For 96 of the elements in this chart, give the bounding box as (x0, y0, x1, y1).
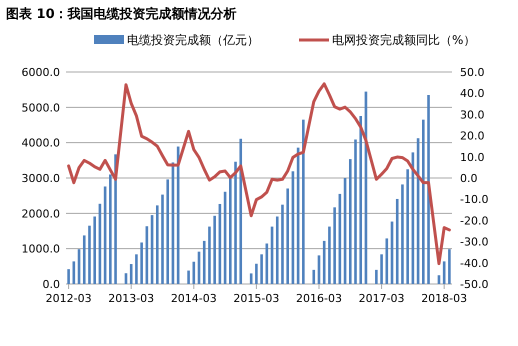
bar (146, 226, 148, 284)
y2-tick-label: -10.0 (460, 193, 488, 206)
y-tick-label: 6000.0 (22, 66, 60, 79)
bar (412, 152, 414, 284)
bar (239, 138, 242, 284)
y2-tick-label: 20.0 (460, 130, 484, 143)
bar (260, 254, 263, 284)
bar (318, 255, 320, 284)
x-tick-label: 2012-03 (46, 292, 92, 305)
bar (161, 194, 164, 284)
bar (67, 269, 70, 284)
bar (312, 270, 316, 284)
y2-tick-label: 10.0 (460, 150, 484, 164)
bar (422, 120, 425, 284)
bar (286, 188, 289, 284)
y-tick-label: 2000.0 (22, 207, 60, 220)
bar (187, 270, 190, 284)
chart-title: 图表 10：我国电缆投资完成额情况分析 (6, 6, 237, 22)
x-tick-label: 2015-03 (233, 292, 280, 305)
bar (166, 179, 170, 284)
bar (359, 116, 362, 284)
x-tick-label: 2013-03 (108, 292, 154, 305)
bar (250, 273, 252, 284)
y-tick-label: 0.0 (42, 278, 60, 291)
bar (176, 146, 180, 284)
bar (255, 264, 258, 284)
bar (234, 162, 237, 284)
bar (198, 252, 200, 284)
bar (292, 171, 294, 284)
y2-tick-label: 40.0 (460, 87, 484, 100)
bar (104, 186, 106, 284)
bar (448, 249, 451, 284)
bar (396, 198, 399, 284)
bar (380, 254, 383, 284)
bar (218, 204, 222, 284)
bar (328, 226, 331, 284)
y-tick-label: 1000.0 (22, 242, 60, 256)
bar (150, 215, 154, 284)
bar (72, 261, 76, 284)
y-tick-label: 4000.0 (22, 136, 60, 150)
y2-tick-label: -30.0 (460, 236, 488, 249)
bar (140, 242, 143, 284)
bar (88, 226, 91, 284)
y-tick-label: 5000.0 (22, 101, 60, 114)
legend-label: 电网投资完成额同比（%） (332, 33, 476, 47)
bar (338, 194, 342, 284)
y2-tick-label: -50.0 (460, 278, 488, 291)
bar (348, 159, 352, 284)
bar (202, 240, 206, 284)
bar (344, 178, 346, 284)
bar (208, 226, 211, 284)
bar (281, 204, 284, 284)
x-tick-label: 2014-03 (170, 292, 217, 305)
bar (390, 222, 394, 284)
bar (124, 273, 128, 284)
y-tick-label: 3000.0 (22, 172, 60, 185)
bar (224, 192, 226, 284)
bar (416, 138, 420, 284)
bar (98, 204, 102, 284)
bar (78, 249, 80, 284)
bar (135, 254, 138, 284)
bar (109, 174, 112, 284)
bar (442, 261, 446, 284)
bar (172, 162, 174, 284)
bar (213, 216, 216, 284)
y2-tick-label: -20.0 (460, 214, 488, 228)
bar (93, 216, 96, 284)
x-tick-label: 2017-03 (358, 292, 405, 305)
y2-tick-label: 30.0 (460, 108, 484, 122)
x-tick-label: 2016-03 (296, 292, 342, 305)
bar (406, 169, 409, 284)
bar (302, 120, 305, 284)
legend-label: 电缆投资完成额（亿元） (127, 33, 259, 47)
bar (385, 238, 388, 284)
bar (375, 270, 378, 284)
y2-tick-label: 0.0 (460, 172, 478, 185)
bar (354, 139, 357, 284)
bar (270, 226, 274, 284)
bar (401, 184, 404, 284)
bar (82, 235, 86, 284)
bar (192, 262, 196, 284)
bar (130, 264, 133, 284)
bar (364, 92, 368, 284)
bar (333, 207, 336, 284)
y2-tick-label: 50.0 (460, 66, 484, 79)
bar (438, 275, 440, 284)
bar (276, 216, 279, 284)
bar (427, 95, 430, 284)
bar (156, 205, 159, 284)
x-tick-label: 2018-03 (421, 292, 468, 305)
bar (322, 240, 326, 284)
line-series (67, 82, 451, 266)
bar (296, 148, 300, 284)
bar (229, 178, 232, 284)
y2-tick-label: -40.0 (460, 256, 488, 270)
bar (266, 244, 268, 284)
